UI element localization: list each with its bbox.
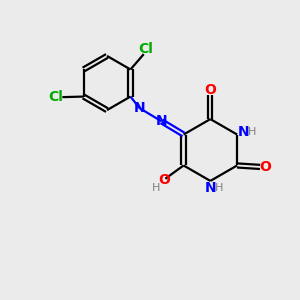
Text: H: H [248,127,256,137]
Text: N: N [205,181,216,195]
Text: N: N [156,114,167,128]
Text: O: O [204,82,216,97]
Text: N: N [134,101,145,115]
Text: O: O [260,160,271,174]
Text: O: O [158,173,170,187]
Text: H: H [214,183,223,193]
Text: Cl: Cl [49,90,63,104]
Text: Cl: Cl [139,42,154,56]
Text: H: H [152,183,160,193]
Text: N: N [238,125,249,139]
